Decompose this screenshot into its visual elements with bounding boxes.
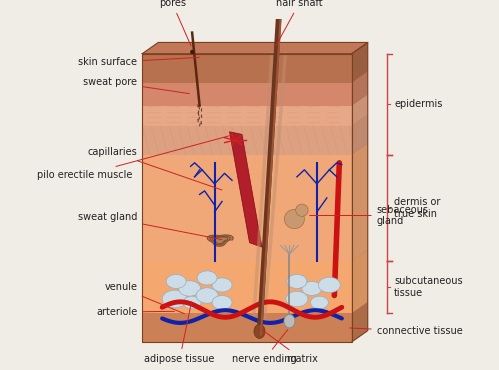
Circle shape: [179, 281, 201, 296]
Polygon shape: [207, 235, 233, 246]
Text: subcutaneous
tissue: subcutaneous tissue: [394, 276, 463, 298]
Polygon shape: [352, 302, 368, 342]
Polygon shape: [352, 250, 368, 313]
Ellipse shape: [254, 324, 265, 339]
Bar: [142, 126, 352, 155]
Circle shape: [166, 275, 186, 289]
Circle shape: [162, 290, 187, 308]
Text: skin surface: skin surface: [78, 57, 199, 67]
Text: pilo erectile muscle: pilo erectile muscle: [37, 135, 232, 180]
Ellipse shape: [284, 314, 295, 328]
Polygon shape: [352, 43, 368, 83]
Circle shape: [212, 296, 232, 310]
Text: sebaceous
gland: sebaceous gland: [310, 205, 429, 226]
Text: sweat pore: sweat pore: [83, 77, 189, 94]
Ellipse shape: [284, 209, 304, 229]
Text: venule: venule: [104, 282, 185, 314]
Bar: [142, 313, 352, 342]
Ellipse shape: [295, 204, 308, 216]
Polygon shape: [142, 43, 368, 54]
Text: epidermis: epidermis: [394, 99, 443, 109]
Circle shape: [197, 271, 217, 285]
Bar: [142, 83, 352, 105]
Text: connective tissue: connective tissue: [350, 326, 463, 336]
Circle shape: [286, 291, 308, 307]
Bar: [142, 155, 352, 261]
Text: sweat gland: sweat gland: [78, 212, 222, 239]
Bar: [142, 105, 352, 126]
Bar: [142, 54, 352, 83]
Circle shape: [302, 282, 322, 296]
Text: arteriole: arteriole: [96, 307, 174, 317]
Text: dermis or
true skin: dermis or true skin: [394, 197, 441, 219]
Polygon shape: [352, 114, 368, 155]
Text: adipose tissue: adipose tissue: [144, 302, 215, 364]
Polygon shape: [352, 71, 368, 105]
Bar: [142, 261, 352, 313]
Circle shape: [212, 278, 232, 292]
Text: hair shaft: hair shaft: [276, 0, 323, 46]
Circle shape: [318, 277, 340, 293]
Circle shape: [196, 288, 218, 303]
Polygon shape: [352, 43, 368, 342]
Polygon shape: [230, 132, 262, 247]
Circle shape: [183, 296, 201, 309]
Text: pores: pores: [159, 0, 191, 46]
Ellipse shape: [190, 50, 194, 54]
Polygon shape: [352, 143, 368, 261]
Polygon shape: [352, 94, 368, 126]
Text: matrix: matrix: [261, 329, 318, 364]
Circle shape: [287, 275, 307, 289]
Text: nerve ending: nerve ending: [232, 330, 297, 364]
Bar: [142, 54, 352, 342]
Text: capillaries: capillaries: [87, 147, 222, 190]
Circle shape: [310, 296, 328, 309]
